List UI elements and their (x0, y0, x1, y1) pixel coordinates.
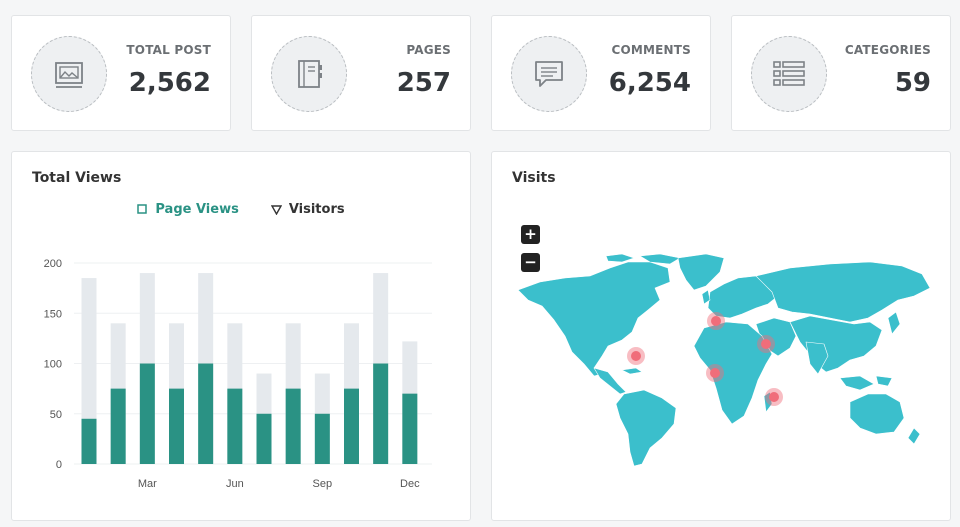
stat-value: 6,254 (608, 68, 691, 98)
bar-page-views[interactable] (81, 418, 97, 464)
legend-page-views[interactable]: Page Views (137, 202, 239, 217)
stat-label: TOTAL POST (126, 43, 211, 57)
world-map[interactable] (510, 252, 940, 472)
map-region-greenland (677, 253, 725, 291)
bar-page-views[interactable] (256, 413, 272, 464)
total-views-panel: Total Views Page Views Visitors 0 50 100 15… (11, 151, 471, 521)
map-region-central-america (593, 367, 627, 395)
map-region-arctic-islands (605, 253, 681, 265)
stat-label: PAGES (406, 43, 451, 57)
bar-visitors[interactable] (81, 278, 97, 464)
stat-card-comments: COMMENTS 6,254 (491, 15, 711, 131)
stat-card-total-post: TOTAL POST 2,562 (11, 15, 231, 131)
stat-label: CATEGORIES (844, 43, 931, 57)
legend-label: Visitors (288, 202, 345, 217)
stat-card-categories: CATEGORIES 59 (731, 15, 951, 131)
zoom-out-button[interactable]: − (521, 253, 540, 272)
x-tick-label: Mar (138, 478, 157, 490)
bar-page-views[interactable] (139, 363, 155, 465)
legend-label: Page Views (155, 202, 239, 217)
y-tick-label: 0 (56, 459, 62, 471)
panel-title: Total Views (32, 170, 122, 186)
bar-page-views[interactable] (285, 388, 301, 464)
stat-card-pages: PAGES 257 (251, 15, 471, 131)
visits-panel: Visits + − (491, 151, 951, 521)
square-icon (137, 204, 148, 214)
map-marker-west-africa[interactable] (706, 364, 724, 382)
map-region-caribbean (621, 367, 643, 375)
bar-page-views[interactable] (110, 388, 126, 464)
stat-value: 257 (396, 68, 451, 98)
y-tick-label: 50 (50, 409, 62, 421)
bar-page-views[interactable] (169, 388, 184, 464)
y-tick-label: 150 (44, 308, 62, 320)
bar-page-views[interactable] (227, 388, 243, 464)
y-tick-label: 100 (44, 359, 62, 371)
image-icon (31, 36, 107, 112)
bar-page-views[interactable] (344, 388, 359, 464)
total-views-chart: 0 50 100 150 200 Mar Jun Sep Dec (44, 258, 432, 490)
stat-label: COMMENTS (611, 43, 691, 57)
map-region-south-america (615, 389, 677, 467)
x-tick-label: Sep (313, 478, 333, 490)
zoom-in-button[interactable]: + (521, 225, 540, 244)
map-region-uk (701, 289, 711, 305)
stat-value: 59 (894, 68, 931, 98)
map-region-south-asia (789, 315, 883, 373)
list-icon (751, 36, 827, 112)
map-region-new-zealand (907, 427, 921, 445)
bar-page-views[interactable] (402, 393, 418, 464)
map-marker-madagascar[interactable] (765, 388, 783, 406)
map-region-japan (887, 311, 901, 335)
map-region-north-america (517, 261, 671, 377)
map-region-india (805, 341, 829, 375)
x-tick-label: Dec (400, 478, 420, 490)
map-markers (627, 312, 783, 406)
map-region-australia (849, 393, 905, 435)
legend-visitors[interactable]: Visitors (270, 202, 345, 217)
map-region-africa (693, 321, 773, 425)
map-region-southeast-asia-islands (839, 375, 893, 391)
map-marker-middle-east[interactable] (757, 335, 775, 353)
map-marker-caribbean[interactable] (627, 347, 645, 365)
bar-page-views[interactable] (373, 363, 389, 465)
notebook-icon (271, 36, 347, 112)
panel-title: Visits (512, 170, 556, 186)
triangle-icon (270, 205, 282, 215)
bar-page-views[interactable] (314, 413, 330, 464)
comment-icon (511, 36, 587, 112)
map-region-north-asia (755, 261, 931, 323)
y-tick-label: 200 (44, 258, 62, 270)
chart-legend: Page Views Visitors (12, 202, 470, 217)
map-marker-southern-europe[interactable] (707, 312, 725, 330)
x-tick-label: Jun (226, 478, 244, 490)
stat-value: 2,562 (128, 68, 211, 98)
bar-page-views[interactable] (198, 363, 214, 465)
